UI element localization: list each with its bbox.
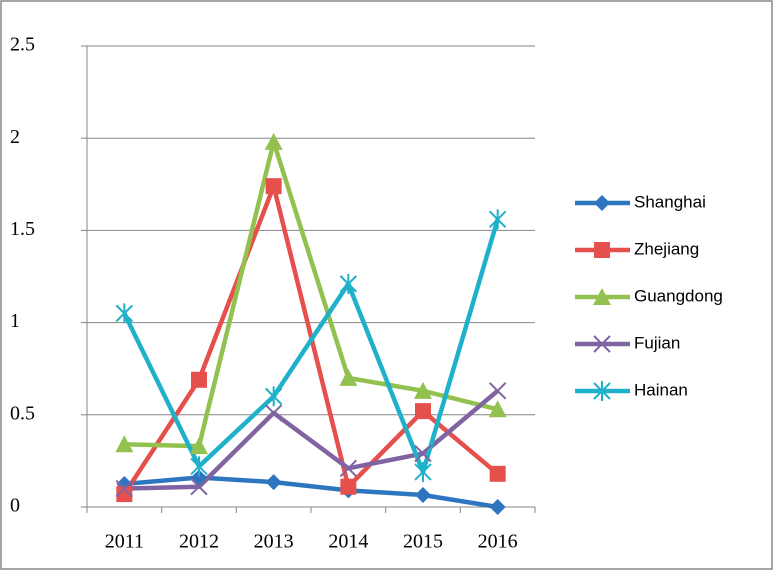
marker [414,461,432,482]
legend-label: Hainan [634,380,688,399]
marker [339,273,358,294]
marker [264,132,283,150]
marker [339,459,358,477]
marker [594,242,610,258]
marker [414,381,432,399]
marker [265,474,282,491]
y-tick-label: 0 [10,495,20,517]
series-line [124,389,500,491]
marker [339,368,358,386]
marker [488,400,507,418]
marker [190,437,208,455]
legend-label: Fujian [634,333,680,352]
series-line [122,218,500,475]
marker [190,456,208,477]
marker [265,178,282,195]
marker [115,479,134,498]
x-tick-label: 2011 [105,531,144,553]
marker [116,486,133,503]
marker [488,209,507,230]
x-tick-label: 2015 [403,531,443,553]
legend-label: Guangdong [634,286,723,305]
marker [489,499,506,515]
marker [115,435,134,453]
marker [489,465,506,482]
marker [593,335,611,353]
marker [264,404,283,422]
marker [190,478,208,496]
marker [264,386,283,407]
series-line [124,475,499,510]
x-tick-label: 2012 [179,531,219,553]
y-tick-label: 2.5 [10,34,35,56]
marker [340,478,357,495]
y-tick-label: 2 [10,126,20,148]
legend-label: Zhejiang [634,239,699,258]
marker [593,288,611,305]
marker [488,382,507,400]
marker [191,371,207,388]
y-tick-label: 0.5 [10,402,35,424]
marker [415,403,431,420]
y-tick-label: 1 [10,310,20,332]
legend-label: Shanghai [634,192,706,211]
y-tick-label: 1.5 [10,218,35,240]
legend: Shanghai Zhejiang Guangdong Fujian Hainan [575,192,723,401]
marker [593,381,611,401]
marker [594,195,610,211]
x-tick-label: 2013 [254,531,294,553]
marker [115,303,134,324]
x-tick-label: 2014 [328,531,368,553]
x-tick-label: 2016 [478,531,518,553]
marker [415,487,431,504]
marker [414,444,432,463]
